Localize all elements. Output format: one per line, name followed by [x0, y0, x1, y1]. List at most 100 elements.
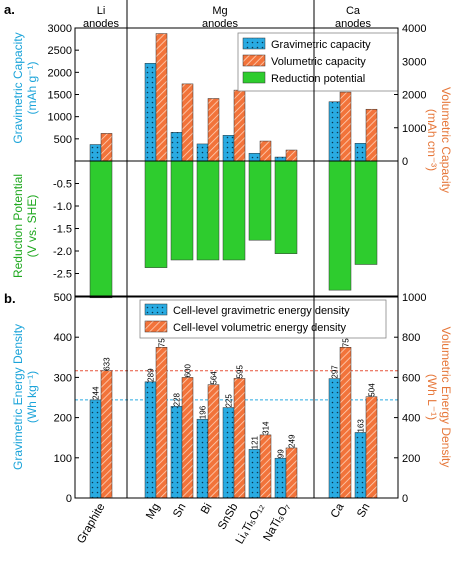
ylabel-gravimetric-energy-line2: (Wh kg⁻¹)	[25, 371, 39, 423]
ylabel-reduction-potential-line2: (V vs. SHE)	[25, 195, 39, 258]
category-label: Graphite	[75, 502, 107, 546]
bar-reduction-potential	[196, 160, 220, 261]
bar-reduction-potential	[222, 160, 246, 261]
legend-swatch	[144, 303, 168, 316]
bar-reduction-potential	[328, 160, 352, 291]
data-label-volumetric: 633	[103, 357, 112, 371]
bar-volumetric-capacity	[207, 98, 220, 162]
tick-label-gravimetric-capacity: 1500	[48, 90, 72, 102]
legend-swatch	[144, 320, 168, 333]
data-label-gravimetric: 121	[251, 435, 260, 449]
bar-cell-gravimetric-energy	[222, 407, 235, 499]
category-label: Sn	[171, 502, 188, 520]
group-label-mg-line1: Mg	[212, 5, 227, 17]
tick-label-volumetric-capacity: 2000	[402, 90, 426, 102]
legend-label: Cell-level volumetric energy density	[173, 322, 347, 334]
legend-box	[139, 299, 387, 339]
tick-label-gravimetric-capacity: 1000	[48, 112, 72, 124]
tick-label-reduction-potential: -1.5	[53, 224, 72, 236]
legend-label: Volumetric capacity	[271, 56, 366, 68]
panel-a-label: a.	[4, 2, 15, 17]
bar-cell-volumetric-energy	[181, 377, 194, 499]
tick-label-gravimetric-energy: 300	[54, 372, 72, 384]
tick-label-volumetric-energy: 200	[402, 453, 420, 465]
data-label-volumetric: 249	[288, 434, 297, 448]
tick-label-volumetric-capacity: 0	[402, 156, 408, 168]
tick-label-gravimetric-energy: 0	[66, 493, 72, 505]
bar-cell-gravimetric-energy	[196, 418, 209, 499]
bar-cell-gravimetric-energy	[328, 378, 341, 499]
legend-swatch	[242, 71, 266, 84]
category-label: Bi	[199, 502, 215, 517]
bar-cell-gravimetric-energy	[170, 406, 183, 499]
tick-label-volumetric-capacity: 3000	[402, 56, 426, 68]
panel-b-label: b.	[4, 291, 16, 306]
data-label-gravimetric: 297	[331, 365, 340, 379]
bar-cell-gravimetric-energy	[144, 381, 157, 499]
bar-gravimetric-capacity	[328, 101, 341, 162]
data-label-volumetric: 504	[368, 383, 377, 397]
tick-label-reduction-potential: -2.0	[53, 246, 72, 258]
category-label: SnSb	[216, 502, 240, 532]
bar-gravimetric-capacity	[354, 143, 367, 162]
ylabel-volumetric-energy-line2: (Wh L⁻¹)	[425, 374, 439, 420]
tick-label-gravimetric-energy: 100	[54, 453, 72, 465]
ylabel-volumetric-capacity-line1: Volumetric Capacity	[439, 87, 453, 193]
tick-label-volumetric-energy: 0	[402, 493, 408, 505]
ylabel-gravimetric-capacity-line2: (mAh g⁻¹)	[25, 61, 39, 114]
data-label-volumetric: 595	[236, 365, 245, 379]
bar-cell-volumetric-energy	[365, 396, 378, 499]
tick-label-reduction-potential: -1.0	[53, 201, 72, 213]
axis-title-b-right: Volumetric Energy Density (Wh L⁻¹)	[425, 327, 453, 468]
bar-cell-gravimetric-energy	[248, 449, 261, 499]
group-label-li-line1: Li	[97, 5, 106, 17]
bar-cell-volumetric-energy	[207, 384, 220, 499]
axis-title-b-left: Gravimetric Energy Density (Wh kg⁻¹)	[11, 324, 39, 470]
tick-label-volumetric-energy: 600	[402, 372, 420, 384]
tick-label-gravimetric-capacity: 500	[54, 134, 72, 146]
tick-label-volumetric-capacity: 4000	[402, 23, 426, 35]
tick-label-reduction-potential: -2.5	[53, 269, 72, 281]
ylabel-volumetric-energy-line1: Volumetric Energy Density	[439, 327, 453, 468]
axis-title-a-left-top: Gravimetric Capacity (mAh g⁻¹)	[11, 32, 39, 143]
ylabel-volumetric-capacity-line2: (mAh cm⁻³)	[425, 109, 439, 171]
bar-volumetric-capacity	[181, 83, 194, 162]
data-label-gravimetric: 244	[92, 386, 101, 400]
ylabel-gravimetric-capacity-line1: Gravimetric Capacity	[11, 32, 25, 143]
legend-label: Gravimetric capacity	[271, 39, 371, 51]
tick-label-volumetric-energy: 400	[402, 413, 420, 425]
data-label-gravimetric: 163	[357, 419, 366, 433]
bar-reduction-potential	[354, 160, 378, 265]
bar-gravimetric-capacity	[248, 152, 261, 162]
legend-label: Reduction potential	[271, 73, 365, 85]
category-label: Ca	[329, 501, 347, 520]
group-label-mg-line2: anodes	[202, 18, 239, 30]
bar-cell-volumetric-energy	[100, 370, 113, 499]
bar-reduction-potential	[248, 160, 272, 241]
category-label: Mg	[144, 502, 162, 522]
legend-swatch	[242, 54, 266, 67]
category-label: Sn	[355, 502, 372, 520]
data-label-volumetric: 564	[210, 371, 219, 385]
data-label-gravimetric: 196	[199, 405, 208, 419]
bar-gravimetric-capacity	[274, 156, 287, 162]
data-label-volumetric: 314	[262, 421, 271, 435]
data-label-volumetric: 600	[184, 364, 193, 378]
bar-cell-volumetric-energy	[155, 347, 168, 499]
data-label-volumetric: 750	[158, 333, 167, 347]
plot-frame	[74, 27, 399, 297]
data-label-gravimetric: 225	[225, 394, 234, 408]
bar-gravimetric-capacity	[196, 143, 209, 162]
group-label-ca-line2: anodes	[335, 18, 372, 30]
group-label-ca-line1: Ca	[346, 5, 361, 17]
bar-cell-gravimetric-energy	[89, 399, 102, 499]
tick-label-volumetric-capacity: 1000	[402, 123, 426, 135]
bar-cell-volumetric-energy	[339, 347, 352, 499]
tick-label-gravimetric-capacity: 3000	[48, 23, 72, 35]
bar-gravimetric-capacity	[89, 144, 102, 162]
bar-volumetric-capacity	[365, 108, 378, 162]
ylabel-reduction-potential-line1: Reduction Potential	[11, 174, 25, 278]
bar-volumetric-capacity	[285, 149, 298, 162]
